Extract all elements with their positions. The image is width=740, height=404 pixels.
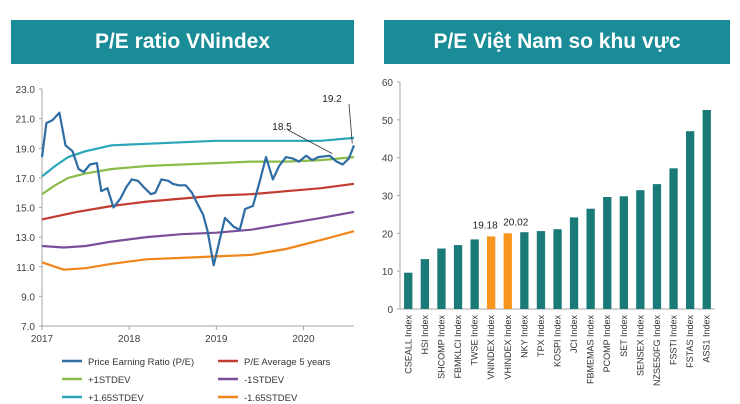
right-chart-title: P/E Việt Nam so khu vực bbox=[433, 30, 681, 53]
bar-shcomp-index bbox=[437, 248, 446, 309]
x-tick-label: 2019 bbox=[205, 334, 228, 345]
series-line-p-e-average-5-years bbox=[41, 182, 355, 221]
x-category-label: FSSTI Index bbox=[669, 315, 679, 366]
bar-sensex-index bbox=[636, 190, 645, 309]
y-tick-label: 21.0 bbox=[16, 115, 36, 126]
series-line--1stdev bbox=[41, 210, 355, 249]
y-tick-label: 0 bbox=[387, 305, 393, 316]
y-tick-label: 17.0 bbox=[16, 174, 36, 185]
x-category-label: CSEALL Index bbox=[403, 315, 413, 374]
legend-label: +1STDEV bbox=[88, 375, 131, 386]
x-tick-label: 2020 bbox=[292, 334, 315, 345]
right-chart-title-banner: P/E Việt Nam so khu vực bbox=[384, 20, 730, 64]
y-tick-label: 11.0 bbox=[16, 263, 35, 274]
bar-hsi-index bbox=[420, 259, 429, 309]
y-tick-label: 30 bbox=[382, 192, 394, 203]
annotation-leader-line bbox=[348, 103, 353, 144]
annotation-leader-line bbox=[287, 129, 333, 155]
legend-label: Price Earning Ratio (P/E) bbox=[88, 357, 194, 368]
x-category-label: KOSPI Index bbox=[553, 315, 563, 368]
x-category-label: FSTAS Index bbox=[685, 315, 695, 368]
x-category-label: VHINDEX Index bbox=[503, 315, 513, 380]
legend-label: -1.65STDEV bbox=[244, 393, 298, 404]
y-tick-label: 15.0 bbox=[16, 204, 36, 215]
y-tick-label: 19.0 bbox=[16, 144, 36, 155]
series-line-price-earning-ratio-p-e- bbox=[40, 111, 356, 267]
bar-cseall-index bbox=[404, 272, 413, 309]
bar-data-label: 19.18 bbox=[473, 220, 498, 231]
bar-fstas-index bbox=[686, 131, 695, 309]
bar-kospi-index bbox=[553, 229, 562, 309]
y-tick-label: 40 bbox=[382, 154, 394, 165]
annotation-label: 19.2 bbox=[322, 94, 342, 105]
x-category-label: SHCOMP Index bbox=[436, 315, 446, 379]
x-category-label: SENSEX Index bbox=[635, 315, 645, 377]
bar-jci-index bbox=[569, 217, 579, 309]
x-category-label: ASS1 Index bbox=[702, 315, 712, 363]
bar-tpx-index bbox=[536, 231, 546, 309]
bar-set-index bbox=[619, 196, 628, 309]
left-chart-title: P/E ratio VNindex bbox=[94, 30, 271, 53]
bar-fbmemas-index bbox=[586, 208, 595, 309]
y-tick-label: 13.0 bbox=[16, 233, 36, 244]
y-tick-label: 60 bbox=[382, 78, 394, 89]
bar-twse-index bbox=[470, 239, 479, 309]
series-line--1stdev bbox=[41, 156, 355, 196]
y-tick-label: 7.0 bbox=[21, 322, 35, 333]
x-category-label: NZSE50FG Index bbox=[652, 315, 662, 387]
bar-nky-index bbox=[520, 232, 529, 309]
x-tick-label: 2018 bbox=[118, 334, 141, 345]
bar-pcomp-index bbox=[603, 197, 612, 309]
x-category-label: PCOMP Index bbox=[602, 315, 612, 373]
regional-pe-bar-chart: 60 50 40 30 20 10 0 CSEALL Index HSI Index SHCOMP… bbox=[382, 78, 715, 387]
x-category-label: VNINDEX Index bbox=[486, 315, 496, 380]
bar-vhindex-index bbox=[503, 233, 512, 309]
y-tick-label: 23.0 bbox=[16, 85, 36, 96]
y-tick-label: 20 bbox=[382, 229, 394, 240]
x-category-label: TPX Index bbox=[536, 315, 546, 358]
annotation-label: 18.5 bbox=[272, 122, 292, 133]
legend-label: P/E Average 5 years bbox=[244, 357, 331, 368]
x-category-label: JCI Index bbox=[569, 315, 579, 354]
series-line--1-65stdev bbox=[41, 136, 355, 178]
series-line--1-65stdev bbox=[41, 230, 355, 271]
x-category-label: TWSE Index bbox=[470, 315, 480, 366]
left-chart-title-banner: P/E ratio VNindex bbox=[11, 20, 354, 64]
bar-nzse50fg-index bbox=[652, 184, 662, 309]
legend-label: -1STDEV bbox=[244, 375, 285, 386]
legend-label: +1.65STDEV bbox=[88, 393, 144, 404]
bar-ass1-index bbox=[702, 110, 711, 309]
x-category-label: SET Index bbox=[619, 315, 629, 357]
bar-fbmklci-index bbox=[453, 245, 463, 309]
x-tick-label: 2017 bbox=[31, 334, 54, 345]
x-category-label: NKY Index bbox=[519, 315, 529, 358]
bar-data-label: 20.02 bbox=[503, 217, 528, 228]
x-category-label: FBMEMAS Index bbox=[586, 315, 596, 385]
y-tick-label: 10 bbox=[382, 267, 394, 278]
bar-fssti-index bbox=[669, 168, 678, 309]
bar-vnindex-index bbox=[487, 236, 496, 309]
y-tick-label: 50 bbox=[382, 116, 394, 127]
x-category-label: FBMKLCI Index bbox=[453, 315, 463, 379]
x-category-label: HSI Index bbox=[420, 315, 430, 355]
y-tick-label: 9.0 bbox=[21, 292, 35, 303]
